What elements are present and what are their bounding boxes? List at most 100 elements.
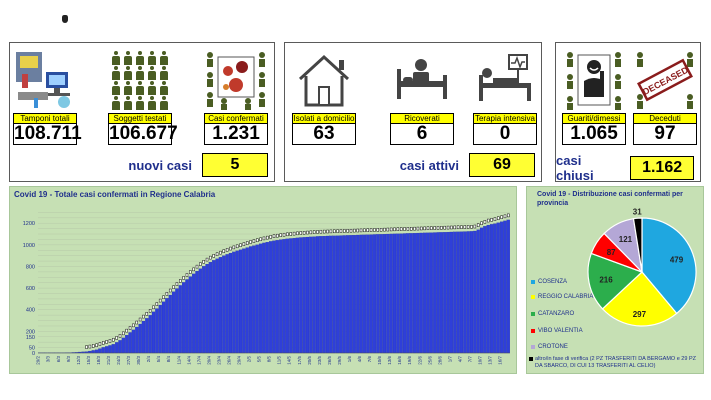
bar	[426, 232, 430, 354]
data-label-box	[336, 229, 339, 233]
people-grid-icon	[108, 47, 172, 113]
data-label-box	[85, 345, 88, 349]
legend-crotone: CROTONE	[531, 344, 568, 350]
pie-data-label: 87	[607, 248, 616, 257]
legend-label: altro/in fase di verifica (2 PZ TRASFERI…	[535, 356, 696, 369]
data-label-box	[98, 342, 102, 346]
y-tick-label: 50	[29, 346, 35, 352]
bar	[232, 251, 236, 354]
bar	[148, 315, 152, 354]
active-cases-summary: casi attivi 69	[400, 153, 535, 177]
testing-panel: Tamponi totali 108.711 Soggetti testati …	[9, 42, 275, 182]
legend-altro-note: altro/in fase di verifica (2 PZ TRASFERI…	[529, 356, 699, 370]
data-label-box	[158, 298, 162, 303]
data-label-box	[152, 305, 155, 310]
bar	[235, 250, 239, 354]
bar	[165, 298, 169, 354]
x-tick-label: 30/3	[136, 356, 141, 365]
data-label-box	[349, 228, 353, 233]
y-tick-label: 150	[26, 335, 35, 341]
data-label-box	[128, 326, 132, 330]
bar	[423, 232, 427, 354]
bar	[416, 232, 420, 354]
x-tick-label: 2/4	[146, 356, 151, 363]
x-tick-label: 26/4	[226, 356, 231, 365]
bar	[282, 239, 286, 354]
data-label-box	[353, 228, 356, 233]
data-label-box	[138, 317, 142, 322]
stat-value: 108.711	[13, 123, 82, 145]
bar	[483, 226, 487, 354]
bar	[346, 235, 350, 354]
stat-label: Casi confermati	[204, 113, 268, 124]
data-label-box	[112, 337, 115, 342]
data-label-box	[168, 288, 172, 293]
legend-cosenza: COSENZA	[531, 279, 567, 285]
bar	[128, 332, 132, 354]
x-tick-label: 1/6	[347, 356, 352, 363]
pie-data-label: 121	[619, 235, 633, 244]
data-label-box	[302, 231, 306, 235]
data-label-box	[473, 224, 477, 229]
bar	[433, 232, 437, 354]
data-label-box	[497, 216, 500, 220]
x-tick-label: 29/5	[337, 356, 342, 365]
data-label-box	[249, 240, 252, 244]
data-label-box	[430, 226, 433, 230]
stat-ricoverati: Ricoverati 6	[390, 47, 454, 145]
data-label-box	[212, 254, 215, 258]
data-label-box	[356, 228, 359, 233]
bar	[459, 231, 464, 354]
data-label-box	[339, 229, 343, 233]
data-label-box	[309, 230, 313, 235]
data-label-box	[205, 257, 209, 262]
bar	[362, 234, 367, 354]
x-tick-label: 17/5	[297, 356, 302, 365]
x-tick-label: 21/3	[106, 356, 111, 365]
icu-bed-icon	[473, 47, 537, 113]
x-tick-label: 8/5	[267, 356, 272, 363]
closed-cases-summary: casi chiusi 1.162	[556, 153, 694, 183]
data-label-box	[379, 228, 383, 232]
x-tick-label: 10/6	[377, 356, 382, 365]
data-label-box	[142, 314, 145, 319]
data-label-box	[155, 302, 159, 306]
data-label-box	[483, 220, 487, 224]
data-label-box	[316, 230, 319, 234]
data-label-box	[436, 226, 440, 230]
bar	[372, 234, 377, 354]
data-label-box	[440, 226, 443, 230]
x-tick-label: 28/6	[437, 356, 442, 365]
bar	[376, 234, 380, 354]
bar	[473, 230, 477, 354]
y-tick-label: 1200	[23, 221, 35, 227]
bar	[198, 268, 202, 354]
bar	[486, 224, 490, 354]
x-tick-label: 15/3	[86, 356, 91, 365]
bar	[292, 238, 296, 354]
data-label-box	[507, 213, 510, 218]
bar	[212, 260, 216, 354]
bar	[98, 348, 102, 354]
stat-value: 0	[473, 124, 537, 145]
data-label-box	[369, 228, 373, 232]
data-label-box	[443, 225, 446, 230]
deceased-stamp-icon: DECEASED	[633, 47, 697, 113]
legend-label: COSENZA	[538, 279, 568, 285]
data-label-box	[359, 228, 363, 233]
data-label-box	[135, 320, 139, 325]
data-label-box	[286, 232, 289, 237]
data-label-box	[366, 228, 369, 232]
data-label-box	[299, 231, 303, 235]
bar	[185, 279, 189, 354]
bar	[151, 311, 156, 354]
data-label-box	[322, 229, 326, 234]
bar	[339, 235, 343, 354]
data-label-box	[413, 226, 416, 231]
data-label-box	[232, 245, 236, 250]
data-label-box	[235, 244, 239, 249]
data-label-box	[312, 230, 316, 234]
data-label-box	[329, 229, 333, 234]
data-label-box	[416, 226, 420, 231]
data-label-box	[242, 242, 246, 246]
